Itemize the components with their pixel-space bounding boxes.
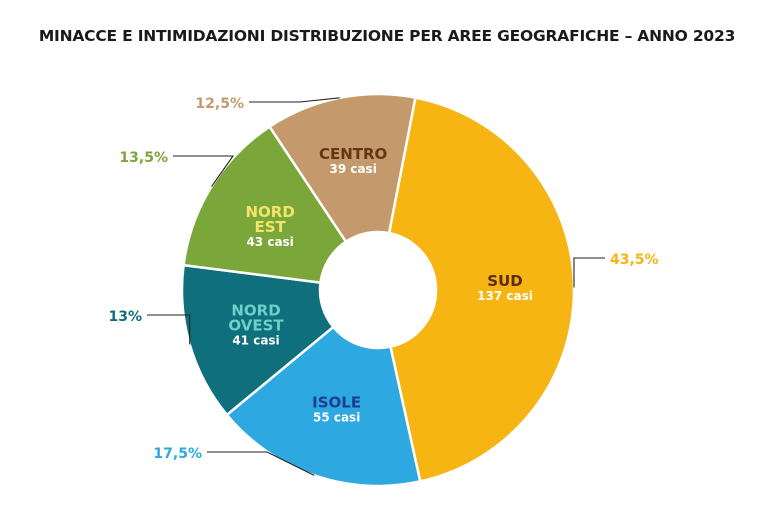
leader-line-centro xyxy=(249,97,340,103)
slice-cases-sud: 137 casi xyxy=(477,289,533,303)
percent-label-isole: 17,5% xyxy=(153,446,202,462)
slice-cases-centro: 39 casi xyxy=(329,162,376,176)
slice-label-nord-est-0: NORD xyxy=(245,203,294,221)
slice-centro xyxy=(267,92,417,244)
chart-title: MINACCE E INTIMIDAZIONI DISTRIBUZIONE PE… xyxy=(38,27,736,45)
leader-line-nord-est xyxy=(173,155,235,187)
slice-cases-isole: 55 casi xyxy=(313,411,360,425)
slice-nord-ovest xyxy=(180,263,336,417)
leader-line-nord-ovest xyxy=(147,314,191,345)
percent-label-sud: 43,5% xyxy=(610,252,659,268)
percent-label-nord-ovest: 13% xyxy=(108,309,142,325)
slice-label-nord-est-1: EST xyxy=(254,218,286,236)
leader-line-sud xyxy=(573,257,605,288)
slice-label-sud: SUD xyxy=(487,272,522,290)
slice-label-nord-ovest-1: OVEST xyxy=(228,316,284,334)
slice-label-isole: ISOLE xyxy=(312,394,361,412)
slice-label-centro: CENTRO xyxy=(319,145,387,163)
slice-cases-nord-est: 43 casi xyxy=(246,235,293,249)
percent-label-nord-est: 13,5% xyxy=(119,150,168,166)
slice-label-nord-ovest-0: NORD xyxy=(231,301,280,319)
slice-cases-nord-ovest: 41 casi xyxy=(232,333,279,347)
slice-nord-est xyxy=(182,124,348,285)
slice-sud xyxy=(387,96,576,483)
leader-line-isole xyxy=(207,451,315,476)
percent-label-centro: 12,5% xyxy=(195,96,244,112)
slice-isole xyxy=(225,325,422,488)
